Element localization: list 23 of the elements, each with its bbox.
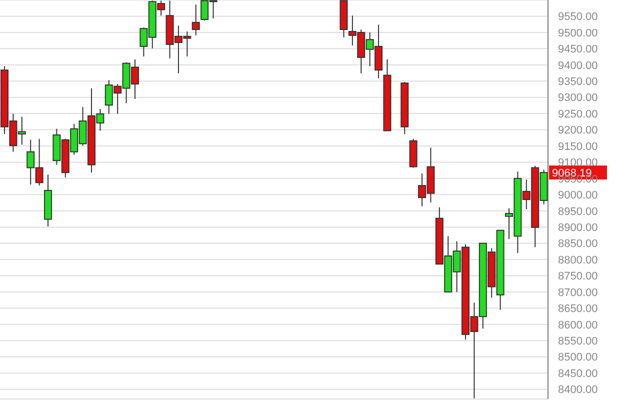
y-tick-label: 9450.00 [558, 44, 598, 56]
y-tick-label: 8500.00 [558, 352, 598, 364]
y-tick-label: 8900.00 [558, 222, 598, 234]
candlestick [192, 4, 200, 36]
y-tick-label: 9400.00 [558, 60, 598, 72]
y-tick-label: 8550.00 [558, 336, 598, 348]
y-tick-label: 8600.00 [558, 319, 598, 332]
y-tick-label: 8950.00 [558, 206, 598, 218]
y-tick-label: 8700.00 [558, 286, 598, 299]
y-tick-label: 9300.00 [558, 92, 598, 104]
y-tick-label: 8750.00 [558, 270, 598, 283]
y-tick-label: 8800.00 [558, 254, 598, 266]
y-tick-label: 9150.00 [558, 140, 598, 153]
y-tick-label: 8450.00 [558, 368, 598, 380]
y-tick-label: 9000.00 [558, 190, 598, 202]
y-tick-label: 9550.00 [558, 11, 598, 24]
y-tick-label: 8850.00 [558, 238, 598, 250]
y-tick-label: 9250.00 [558, 108, 598, 120]
y-tick-label: 8650.00 [558, 303, 598, 316]
y-tick-label: 9200.00 [558, 124, 598, 137]
y-tick-label: 9350.00 [558, 76, 598, 88]
y-tick-label: 9500.00 [558, 27, 598, 40]
y-tick-label: 8400.00 [558, 384, 598, 396]
